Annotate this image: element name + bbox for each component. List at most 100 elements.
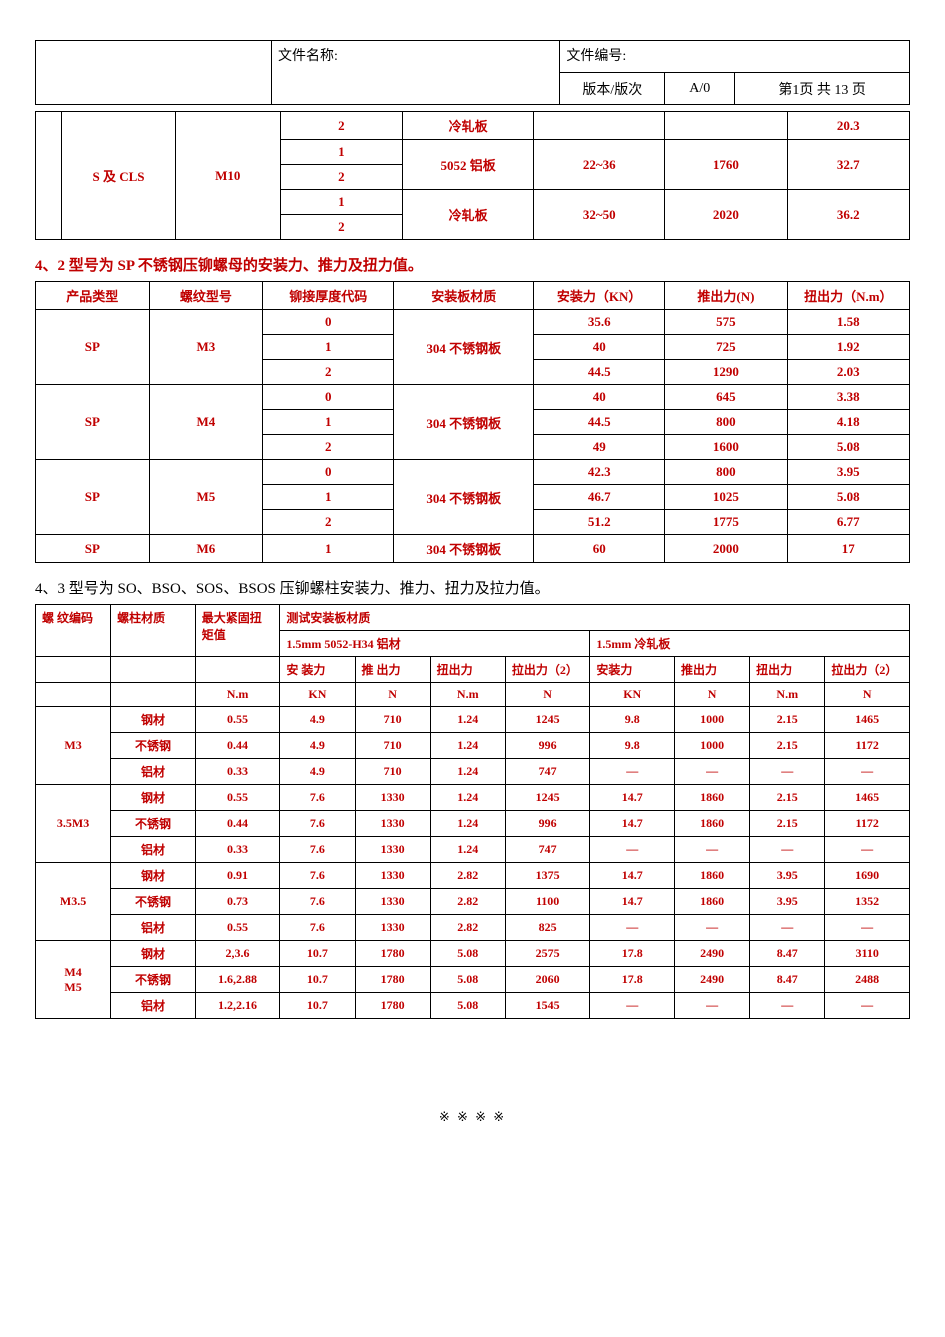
version-value: A/0 [689, 81, 710, 96]
col-header: 推出力(N) [697, 289, 754, 304]
table-row: M3钢材0.554.97101.2412459.810002.151465 [36, 707, 910, 733]
col-header: 测试安装板材质 [286, 611, 370, 625]
cell: 冷轧板 [449, 208, 488, 223]
cell: 1290 [665, 360, 787, 385]
cell: 1465 [825, 707, 910, 733]
cell: 2 [338, 118, 345, 133]
cell: 铝材 [111, 993, 196, 1019]
cell: 304 不锈钢板 [394, 460, 534, 535]
cell: 1545 [505, 993, 590, 1019]
unit-cell: KN [623, 687, 641, 701]
cell: 2.82 [430, 889, 505, 915]
cell: — [825, 759, 910, 785]
cell: 3.38 [787, 385, 909, 410]
table-row: S 及 CLS M10 2 冷轧板 20.3 [36, 112, 910, 140]
col-header: 产品类型 [66, 289, 118, 304]
cell: 1780 [355, 941, 430, 967]
cell: 60 [534, 535, 665, 563]
cell: 1172 [825, 811, 910, 837]
cell: 7.6 [280, 785, 355, 811]
col-header: 1.5mm 冷轧板 [596, 637, 670, 651]
cell: 2490 [675, 941, 750, 967]
cell: 32~50 [583, 207, 616, 222]
cell: 2 [263, 435, 394, 460]
cell: 1.92 [787, 335, 909, 360]
cell: 1775 [665, 510, 787, 535]
cell: — [590, 993, 675, 1019]
cell: — [750, 993, 825, 1019]
table-row: 铝材0.557.613302.82825———— [36, 915, 910, 941]
cell: 36.2 [837, 207, 860, 222]
cell: — [750, 759, 825, 785]
cell: M3.5 [36, 863, 111, 941]
cell: 725 [665, 335, 787, 360]
cell: S 及 CLS [93, 169, 145, 184]
col-header: 螺 纹编码 [42, 611, 93, 625]
table-row: M3.5钢材0.917.613302.82137514.718603.95169… [36, 863, 910, 889]
table-header-row: 产品类型 螺纹型号 铆接厚度代码 安装板材质 安装力（KN） 推出力(N) 扭出… [36, 282, 910, 310]
cell: 1760 [713, 157, 739, 172]
unit-cell: N [708, 687, 717, 701]
cell: 996 [505, 733, 590, 759]
table-row: SPM30304 不锈钢板35.65751.58 [36, 310, 910, 335]
col-header: 1.5mm 5052-H34 铝材 [286, 637, 400, 651]
cell: 铝材 [111, 837, 196, 863]
cell: — [825, 837, 910, 863]
cell: 6.77 [787, 510, 909, 535]
col-header: 安 装力 [286, 663, 325, 677]
cell: 2.15 [750, 811, 825, 837]
cell: 1000 [675, 733, 750, 759]
cell: 3.5M3 [36, 785, 111, 863]
section-title-42: 4、2 型号为 SP 不锈钢压铆螺母的安装力、推力及扭力值。 [35, 254, 910, 275]
cell: 17 [787, 535, 909, 563]
table-subheader-row: 安 装力 推 出力 扭出力 拉出力（2） 安装力 推出力 扭出力 拉出力（2） [36, 657, 910, 683]
col-header: 拉出力（2） [831, 663, 897, 677]
unit-cell: N [388, 687, 397, 701]
cell: SP [36, 385, 150, 460]
cell: 1352 [825, 889, 910, 915]
cell: 1 [263, 335, 394, 360]
cell: 1330 [355, 915, 430, 941]
unit-cell: N.m [776, 687, 798, 701]
cell: 2 [263, 510, 394, 535]
cell: M10 [215, 168, 240, 183]
cell: 2488 [825, 967, 910, 993]
cell: 钢材 [111, 863, 196, 889]
cell: 710 [355, 707, 430, 733]
cell: 32.7 [837, 157, 860, 172]
cell: 2000 [665, 535, 787, 563]
cell: 不锈钢 [111, 889, 196, 915]
cell: 35.6 [534, 310, 665, 335]
section-title-43: 4、3 型号为 SO、BSO、SOS、BSOS 压铆螺柱安装力、推力、扭力及拉力… [35, 577, 910, 598]
col-header: 螺柱材质 [117, 611, 165, 625]
cell: 14.7 [590, 889, 675, 915]
cell: 1 [263, 410, 394, 435]
table-row: 不锈钢0.444.97101.249969.810002.151172 [36, 733, 910, 759]
cell: 8.47 [750, 941, 825, 967]
table-row: 3.5M3钢材0.557.613301.24124514.718602.1514… [36, 785, 910, 811]
cell: 645 [665, 385, 787, 410]
cell: 800 [665, 460, 787, 485]
cell: 304 不锈钢板 [394, 310, 534, 385]
cell: 1330 [355, 785, 430, 811]
cell: 44.5 [534, 410, 665, 435]
cell: 7.6 [280, 889, 355, 915]
cell: — [825, 993, 910, 1019]
cell: 46.7 [534, 485, 665, 510]
col-header: 安装板材质 [431, 289, 496, 304]
cell: 10.7 [280, 967, 355, 993]
cell: 1 [338, 194, 345, 209]
cell: 14.7 [590, 811, 675, 837]
version-label: 版本/版次 [582, 83, 642, 98]
cell: 710 [355, 759, 430, 785]
cell: 1.24 [430, 811, 505, 837]
cell: 747 [505, 759, 590, 785]
cell: SP [36, 310, 150, 385]
page-footer: ※ ※ ※ ※ [35, 1109, 910, 1125]
cell: 996 [505, 811, 590, 837]
col-header: 铆接厚度代码 [289, 289, 367, 304]
cell: 0.55 [195, 707, 280, 733]
col-header: 安装力（KN） [557, 289, 642, 304]
table-row: 不锈钢0.447.613301.2499614.718602.151172 [36, 811, 910, 837]
cell: 5.08 [430, 941, 505, 967]
